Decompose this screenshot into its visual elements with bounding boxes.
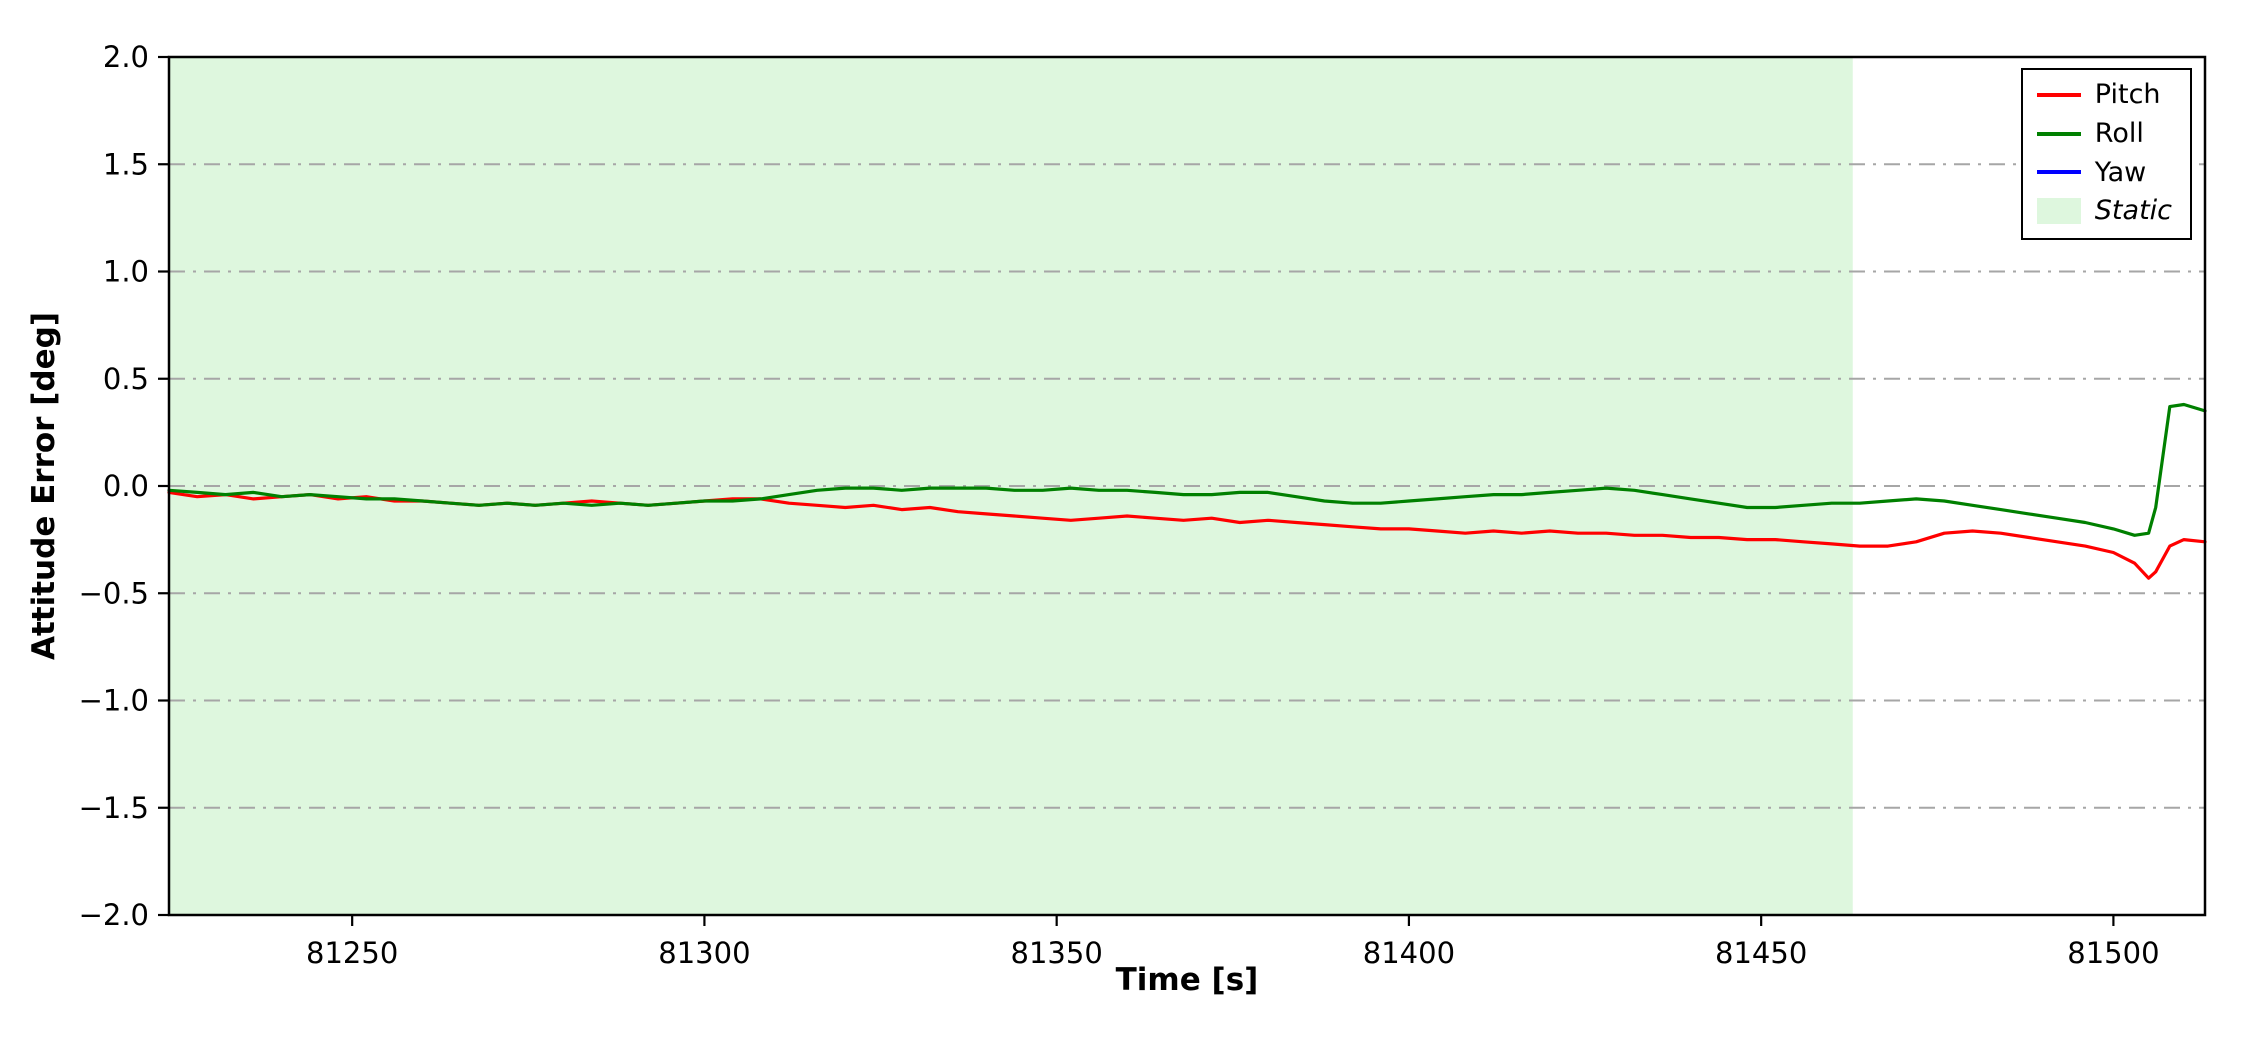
x-tick-label: 81450 — [1715, 936, 1807, 970]
y-tick-label: −1.0 — [79, 684, 149, 718]
y-tick-label: 1.0 — [103, 255, 149, 289]
y-tick-label: 0.5 — [103, 362, 149, 396]
legend-label-static: Static — [2094, 195, 2172, 227]
x-tick-label: 81400 — [1363, 936, 1455, 970]
legend-item-pitch: Pitch — [2036, 78, 2172, 112]
legend-label-yaw: Yaw — [2094, 156, 2147, 188]
y-tick-label: 1.5 — [103, 147, 149, 181]
legend-line-swatch-roll — [2036, 131, 2081, 136]
legend-patch-swatch-static — [2036, 198, 2081, 225]
legend-label-pitch: Pitch — [2094, 79, 2161, 110]
x-tick-label: 81300 — [658, 936, 750, 970]
y-tick-label: −1.5 — [79, 791, 149, 825]
legend-line-swatch-pitch — [2036, 92, 2081, 97]
legend-line-swatch-yaw — [2036, 170, 2081, 175]
x-tick-label: 81250 — [306, 936, 398, 970]
legend-item-yaw: Yaw — [2036, 156, 2172, 190]
x-tick-label: 81350 — [1011, 936, 1103, 970]
legend-item-roll: Roll — [2036, 117, 2172, 151]
x-tick-label: 81500 — [2067, 936, 2159, 970]
legend-item-static: Static — [2036, 194, 2172, 228]
y-tick-label: −2.0 — [79, 898, 149, 932]
x-axis-label: Time [s] — [1115, 962, 1259, 998]
legend-label-roll: Roll — [2094, 117, 2144, 149]
y-tick-label: 0.0 — [103, 469, 149, 503]
y-tick-label: −0.5 — [79, 576, 149, 610]
series-roll-line — [167, 402, 2207, 537]
y-tick-label: 2.0 — [103, 40, 149, 74]
y-axis-label: Attitude Error [deg] — [26, 311, 62, 661]
legend: Pitch Roll Yaw Static — [2020, 68, 2192, 240]
